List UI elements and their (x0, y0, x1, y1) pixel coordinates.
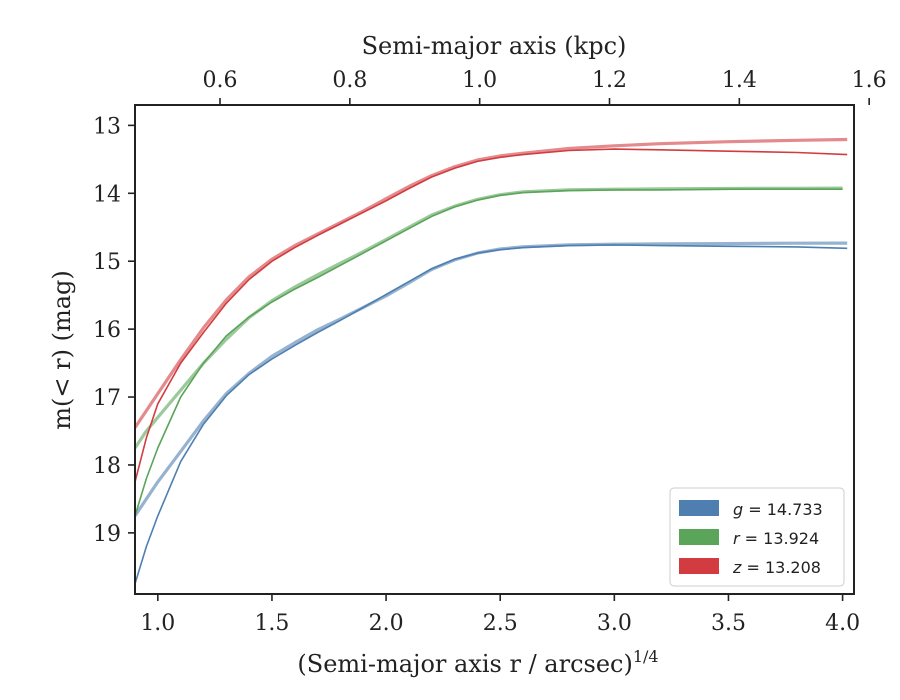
y-tick-label: 16 (93, 318, 121, 343)
x-tick-label: 3.0 (597, 611, 632, 636)
x-tick-label: 1.0 (140, 611, 175, 636)
x-axis-title: (Semi-major axis r / arcsec)1/4 (297, 647, 658, 678)
y-tick-label: 13 (93, 114, 121, 139)
plot-frame (134, 104, 855, 595)
x-tick-label: 4.0 (825, 611, 860, 636)
x-tick-label: 3.5 (711, 611, 746, 636)
legend-label-r: r = 13.924 (733, 529, 819, 548)
legend-swatch-z (679, 558, 719, 574)
legend-swatch-g (679, 500, 719, 516)
legend-label-g: g = 14.733 (733, 500, 823, 519)
top-x-axis-title: Semi-major axis (kpc) (362, 32, 627, 60)
legend-label-z: z = 13.208 (732, 558, 821, 577)
x-tick-label: 1.5 (254, 611, 289, 636)
series-layer (135, 137, 848, 585)
y-tick-label: 17 (93, 386, 121, 411)
x-axis-title-main: (Semi-major axis r / arcsec) (297, 650, 632, 678)
y-axis-title: m(< r) (mag) (48, 270, 76, 429)
top-x-tick-label: 0.6 (203, 68, 238, 93)
legend-value: = 13.208 (741, 558, 821, 577)
top-x-tick-label: 1.4 (722, 68, 757, 93)
legend-variable: r (733, 529, 741, 548)
y-tick-label: 14 (93, 182, 121, 207)
y-tick-label: 19 (93, 522, 121, 547)
legend-variable: z (732, 558, 742, 577)
ticks-layer: 1.0 1.5 2.0 2.5 3.0 3.5 4.0 13 14 15 16 17 18 19 0.6 0.… (93, 68, 887, 636)
x-tick-label: 2.0 (369, 611, 404, 636)
legend-value: = 13.924 (740, 529, 820, 548)
y-tick-label: 15 (93, 250, 121, 275)
x-tick-label: 2.5 (483, 611, 518, 636)
top-x-tick-label: 1.2 (592, 68, 627, 93)
top-x-tick-label: 1.6 (852, 68, 887, 93)
y-tick-label: 18 (93, 454, 121, 479)
series-z-data-line (135, 148, 848, 483)
series-z-model-line (135, 137, 848, 429)
legend-swatch-r (679, 529, 719, 545)
series-g-data-line (135, 244, 848, 585)
top-x-tick-label: 1.0 (462, 68, 497, 93)
series-r-model-line (135, 186, 843, 449)
top-x-tick-label: 0.8 (332, 68, 367, 93)
legend-variable: g (733, 500, 743, 519)
series-r-data-line (135, 188, 843, 517)
legend-value: = 14.733 (743, 500, 823, 519)
x-axis-title-superscript: 1/4 (633, 647, 659, 666)
